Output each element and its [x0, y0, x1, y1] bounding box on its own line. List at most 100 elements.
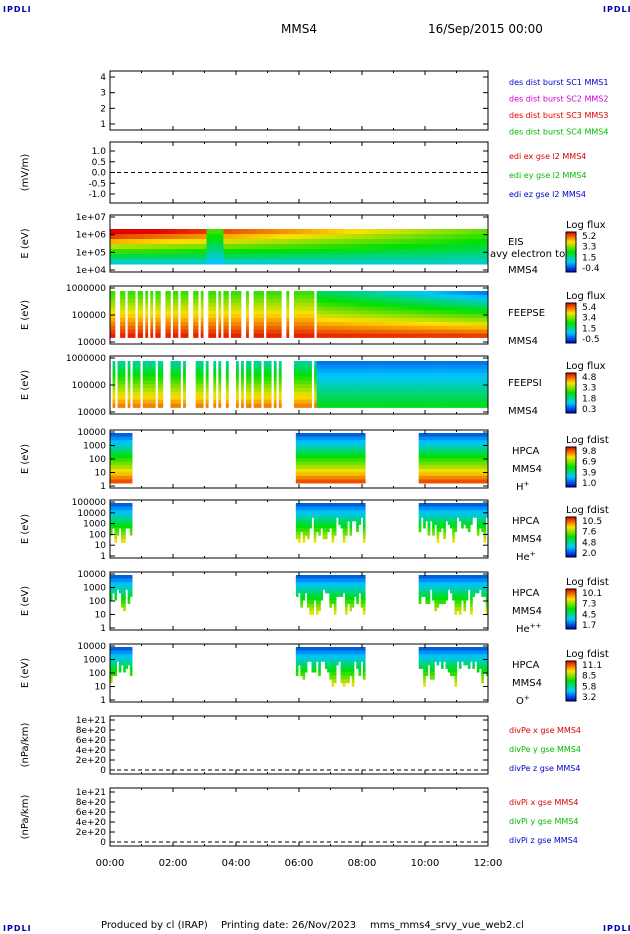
spacecraft-title: MMS4	[281, 22, 317, 36]
colorbar-title: Log fdist	[566, 577, 609, 588]
colorbar-tick-label: -0.5	[582, 335, 600, 345]
y-tick-label: 10000	[77, 428, 106, 438]
y-axis-label: E (eV)	[20, 514, 31, 544]
y-tick-label: 2e+20	[76, 756, 107, 766]
legend-entry: des dist burst SC2 MMS2	[509, 95, 608, 104]
y-tick-label: 3	[100, 89, 106, 99]
colorbar	[565, 516, 577, 558]
x-tick-label: 02:00	[159, 858, 188, 869]
panel-label: HPCA	[512, 588, 540, 599]
footer-printing-date: Printing date: 26/Nov/2023	[221, 920, 357, 931]
spectrogram-hpca_h	[110, 433, 489, 484]
colorbar	[565, 231, 577, 273]
y-axis-label: E (eV)	[20, 370, 31, 400]
y-tick-label: 0.0	[92, 169, 107, 179]
spectrogram-feepsi	[112, 361, 489, 408]
y-tick-label: 10	[95, 611, 107, 621]
panel-frame-divpe	[109, 715, 489, 775]
colorbar-tick-label: 1.8	[582, 394, 597, 404]
colorbar-tick-label: 5.2	[582, 232, 596, 242]
colorbar-tick-label: 3.4	[582, 314, 597, 324]
colorbar-title: Log flux	[566, 220, 606, 231]
x-tick-label: 00:00	[96, 858, 125, 869]
colorbar-tick-label: 6.9	[582, 458, 597, 468]
y-axis-label: (nPa/km)	[20, 723, 31, 768]
colorbar-tick-label: 8.5	[582, 672, 596, 682]
footer-file: mms_mms4_srvy_vue_web2.cl	[370, 920, 524, 931]
spectrogram-eis	[110, 229, 489, 265]
panel-label-sc: MMS4	[512, 606, 542, 617]
y-tick-label: 100	[89, 669, 106, 679]
panel-label-sc: MMS4	[508, 406, 538, 417]
x-tick-label: 10:00	[411, 858, 440, 869]
y-tick-label: 1000	[83, 656, 106, 666]
colorbar-tick-label: 4.8	[582, 538, 597, 548]
y-tick-label: 1e+04	[76, 266, 107, 276]
y-tick-label: 1	[100, 552, 106, 562]
colorbar-tick-label: 10.5	[582, 517, 602, 527]
colorbar-tick-label: 2.0	[582, 549, 597, 559]
colorbar	[565, 660, 577, 702]
colorbar-tick-label: 4.8	[582, 373, 597, 383]
colorbar-tick-label: 5.8	[582, 682, 597, 692]
spectrogram-hpca_o	[110, 647, 489, 687]
y-tick-label: 8e+20	[76, 726, 107, 736]
colorbar-tick-label: 7.6	[582, 528, 597, 538]
y-axis-label: (mV/m)	[20, 154, 31, 192]
y-tick-label: 1	[100, 624, 106, 634]
y-tick-label: 10000	[77, 570, 106, 580]
colorbar-title: Log flux	[566, 361, 606, 372]
y-axis-label: E (eV)	[20, 658, 31, 688]
y-tick-label: 4	[100, 73, 106, 83]
colorbar	[565, 446, 577, 488]
y-tick-label: 1000000	[66, 354, 106, 364]
panel-label: FEEPSE	[508, 308, 545, 319]
y-tick-label: 6e+20	[76, 736, 107, 746]
colorbar-tick-label: 0.3	[582, 405, 596, 415]
y-tick-label: 1000000	[66, 284, 106, 294]
y-tick-label: 100000	[72, 311, 107, 321]
y-axis-label: E (eV)	[20, 300, 31, 330]
corner-label-bottom-left: IPDLI	[3, 924, 32, 933]
spectrogram-hpca_he2	[110, 575, 489, 615]
colorbar-title: Log fdist	[566, 435, 609, 446]
colorbar-tick-label: 10.1	[582, 589, 602, 599]
colorbar-tick-label: 7.3	[582, 600, 596, 610]
legend-entry: des dist burst SC1 MMS1	[509, 78, 608, 87]
y-tick-label: 10000	[77, 338, 106, 348]
y-tick-label: 1e+06	[76, 231, 107, 241]
corner-label-top-left: IPDLI	[3, 5, 32, 14]
y-tick-label: 100	[89, 455, 106, 465]
legend-entry: edi ex gse l2 MMS4	[509, 152, 586, 161]
corner-label-bottom-right: IPDLI	[603, 924, 630, 933]
legend-entry: divPi y gse MMS4	[509, 817, 578, 826]
panel-frame-des	[109, 70, 489, 131]
legend-entry: edi ez gse l2 MMS4	[509, 190, 586, 199]
y-tick-label: 1000	[83, 442, 106, 452]
panel-label: HPCA	[512, 660, 540, 671]
y-tick-label: 1000	[83, 584, 106, 594]
colorbar-tick-label: 3.2	[582, 693, 596, 703]
panel-label: HPCA	[512, 446, 540, 457]
x-tick-label: 06:00	[285, 858, 314, 869]
y-tick-label: 2e+20	[76, 828, 107, 838]
colorbar-title: Log flux	[566, 291, 606, 302]
colorbar-tick-label: 1.5	[582, 324, 596, 334]
y-tick-label: 1e+21	[76, 788, 106, 798]
x-tick-label: 08:00	[348, 858, 377, 869]
legend-entry: des dist burst SC3 MMS3	[509, 111, 608, 120]
legend-entry: divPe y gse MMS4	[509, 745, 581, 754]
colorbar-tick-label: 3.3	[582, 384, 596, 394]
panel-label-sc: MMS4	[512, 534, 542, 545]
species-label: O+	[516, 694, 530, 707]
y-tick-label: 100	[89, 597, 106, 607]
y-tick-label: 10	[95, 683, 107, 693]
colorbar-tick-label: 1.7	[582, 621, 596, 631]
y-tick-label: 8e+20	[76, 798, 107, 808]
colorbar-title: Log fdist	[566, 505, 609, 516]
species-label: He++	[516, 622, 542, 635]
panel-label: HPCA	[512, 516, 540, 527]
y-tick-label: 4e+20	[76, 746, 107, 756]
y-tick-label: 1	[100, 120, 106, 130]
y-tick-label: 0.5	[92, 158, 106, 168]
